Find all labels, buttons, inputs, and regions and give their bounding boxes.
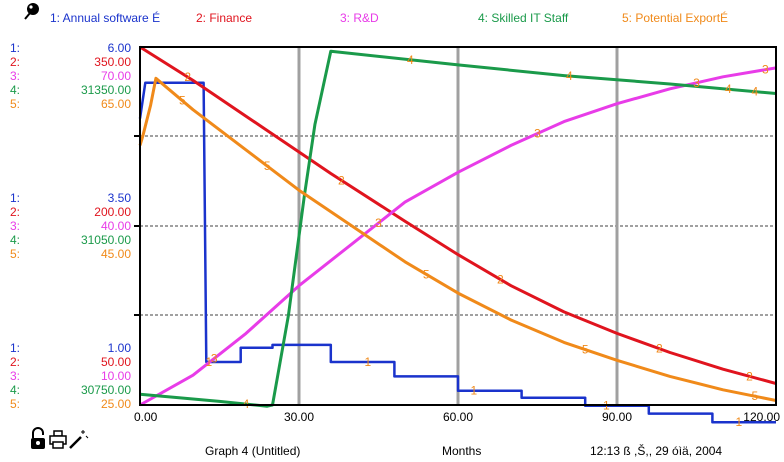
scale-mid-v2: 200.00 (94, 205, 131, 219)
series-4-marker-2: 4 (407, 53, 414, 67)
series-3-marker-3: 3 (534, 127, 541, 141)
scale-top-n3: 3: (10, 69, 20, 83)
scale-mid-v4: 31050.00 (81, 233, 131, 247)
x-tick-120: 120.00 (743, 410, 780, 424)
scale-mid-v5: 45.00 (101, 247, 131, 261)
pin-icon[interactable] (24, 3, 39, 20)
x-axis: 0.00 30.00 60.00 90.00 120.00 (134, 410, 780, 424)
scale-top-n1: 1: (10, 41, 20, 55)
scale-mid-v1: 3.50 (108, 191, 132, 205)
series-3-marker-5: 3 (762, 63, 769, 77)
series-1-marker-2: 1 (365, 355, 372, 369)
scale-mid-n1: 1: (10, 191, 20, 205)
x-tick-0: 0.00 (134, 410, 158, 424)
scale-mid-v3: 40.00 (101, 219, 131, 233)
series-4-marker-3: 4 (566, 69, 573, 83)
scale-mid-n4: 4: (10, 233, 20, 247)
series-5-marker-1: 5 (179, 94, 186, 108)
scale-top-v4: 31350.00 (81, 83, 131, 97)
x-tick-90: 90.00 (602, 410, 632, 424)
series-3-marker-2: 3 (375, 216, 382, 230)
timestamp: 12:13 ß ,Š,, 29 óìä, 2004 (590, 443, 722, 458)
scale-top-v2: 350.00 (94, 55, 131, 69)
series-2-marker-3: 2 (497, 273, 504, 287)
series-5-marker-4: 5 (582, 343, 589, 357)
magic-wand-icon[interactable] (69, 430, 89, 449)
scale-top-v1: 6.00 (108, 41, 132, 55)
scale-mid-n2: 2: (10, 205, 20, 219)
footer: Graph 4 (Untitled) Months 12:13 ß ,Š,, 2… (31, 427, 722, 458)
series-line-1 (138, 81, 776, 424)
scale-bottom-n2: 2: (10, 355, 20, 369)
series-line-5 (138, 76, 777, 402)
series-1-marker-5: 1 (736, 415, 743, 429)
legend-entry-5: 5: Potential ExportÉ (622, 10, 728, 25)
series-2-marker-4: 2 (656, 342, 663, 356)
legend-entry-1: 1: Annual software É (50, 10, 160, 25)
scale-bottom-v2: 50.00 (101, 355, 131, 369)
series-2-marker-1: 2 (184, 70, 191, 84)
series-2-marker-2: 2 (338, 173, 345, 187)
scale-bottom-v5: 25.00 (101, 397, 131, 411)
series-line-3 (139, 66, 777, 407)
series-4-marker-4: 4 (725, 82, 732, 96)
y-scale-top: 1: 6.00 2: 350.00 3: 70.00 4: 31350.00 5… (10, 41, 131, 111)
scale-top-v5: 65.00 (101, 97, 131, 111)
scale-mid-n5: 5: (10, 247, 20, 261)
series-5-marker-2: 5 (264, 159, 271, 173)
series-1-marker-3: 1 (471, 384, 478, 398)
x-tick-60: 60.00 (443, 410, 473, 424)
scale-top-n4: 4: (10, 83, 20, 97)
scale-bottom-n3: 3: (10, 369, 20, 383)
y-scale-bottom: 1: 1.00 2: 50.00 3: 10.00 4: 30750.00 5:… (10, 341, 131, 411)
plot-frame (139, 46, 777, 406)
scale-bottom-n1: 1: (10, 341, 20, 355)
series-layer (138, 45, 777, 424)
scale-top-v3: 70.00 (101, 69, 131, 83)
series-5-marker-3: 5 (423, 267, 430, 281)
legend-entry-4: 4: Skilled IT Staff (478, 11, 569, 25)
series-line-2 (139, 45, 777, 385)
scale-top-n2: 2: (10, 55, 20, 69)
scale-bottom-n4: 4: (10, 383, 20, 397)
series-4-marker-5: 4 (751, 85, 758, 99)
scale-mid-n3: 3: (10, 219, 20, 233)
y-scale-mid: 1: 3.50 2: 200.00 3: 40.00 4: 31050.00 5… (10, 191, 131, 261)
legend-entry-3: 3: R&D (340, 11, 379, 25)
series-1-marker-1: 1 (206, 355, 213, 369)
x-tick-30: 30.00 (284, 410, 314, 424)
scale-bottom-v3: 10.00 (101, 369, 131, 383)
series-3-marker-4: 3 (693, 76, 700, 90)
header: 1: Annual software É 2: Finance 3: R&D 4… (24, 3, 728, 25)
legend-entry-2: 2: Finance (196, 11, 252, 25)
scale-bottom-v4: 30750.00 (81, 383, 131, 397)
series-2-marker-5: 2 (746, 369, 753, 383)
series-3-marker-1: 3 (211, 352, 218, 366)
series-5-marker-5: 5 (751, 389, 758, 403)
x-axis-unit: Months (442, 444, 481, 458)
graph-title: Graph 4 (Untitled) (205, 444, 300, 458)
scale-bottom-v1: 1.00 (108, 341, 132, 355)
scale-bottom-n5: 5: (10, 397, 20, 411)
scale-top-n5: 5: (10, 97, 20, 111)
lock-icon[interactable] (31, 427, 45, 449)
printer-icon[interactable] (49, 430, 67, 449)
